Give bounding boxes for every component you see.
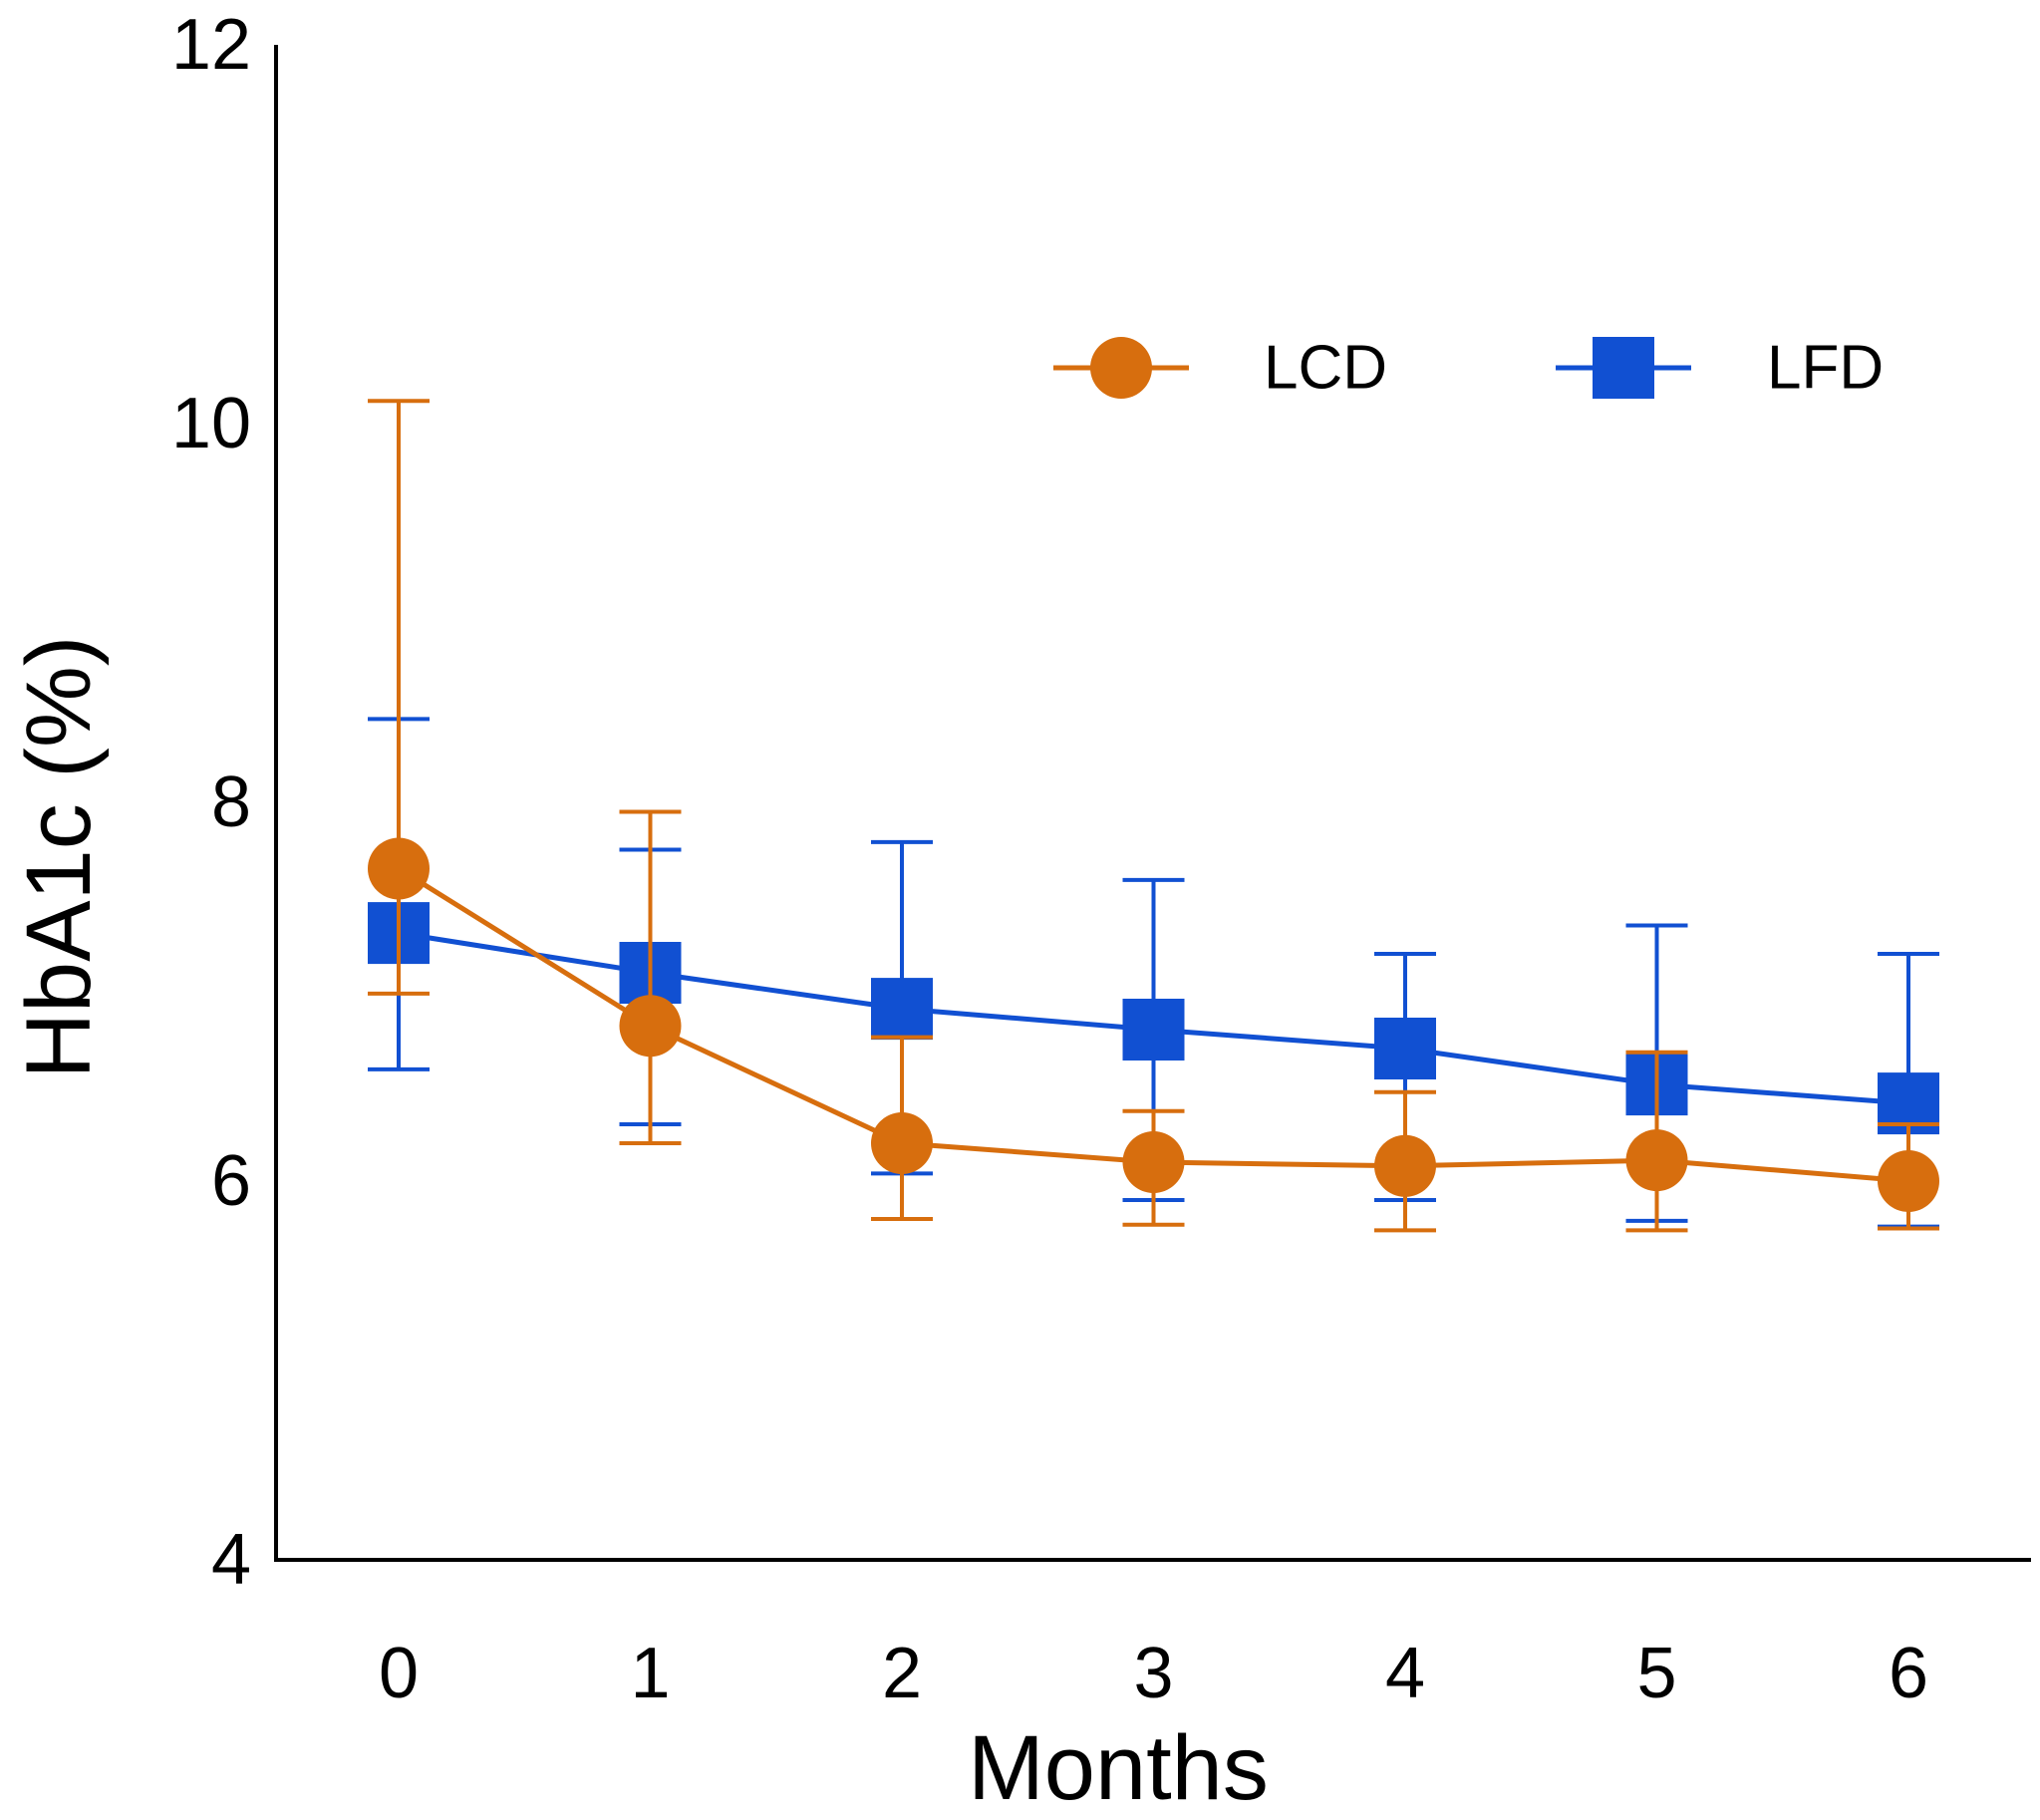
lcd-series	[368, 399, 1939, 1233]
lcd-point	[619, 995, 682, 1058]
lcd-point	[871, 1112, 933, 1174]
lcd-point	[368, 837, 430, 900]
x-tick-label: 1	[630, 1634, 670, 1713]
x-tick-label: 3	[1133, 1634, 1173, 1713]
lcd-point	[1878, 1150, 1939, 1212]
y-axis-title: HbA1c (%)	[8, 636, 110, 1079]
lfd-point	[1374, 1018, 1436, 1079]
series-layer	[368, 399, 1939, 1233]
lcd-error-bar	[619, 809, 682, 1145]
lcd-point	[1374, 1134, 1436, 1197]
legend-item-lcd: LCD	[1053, 334, 1387, 403]
x-tick-label: 5	[1636, 1634, 1676, 1713]
x-tick-label: 6	[1889, 1634, 1928, 1713]
y-tick-label: 4	[211, 1520, 251, 1600]
x-tick-label: 4	[1385, 1634, 1425, 1713]
legend-marker-lcd	[1090, 337, 1152, 399]
x-axis-title: Months	[968, 1717, 1269, 1819]
lfd-point	[1122, 999, 1185, 1061]
legend-item-lfd: LFD	[1556, 334, 1884, 403]
x-tick-label: 0	[379, 1634, 419, 1713]
legend-label-lfd: LFD	[1767, 334, 1884, 403]
y-tick-label: 12	[171, 5, 251, 85]
x-tick-label: 2	[882, 1634, 922, 1713]
x-tick-labels: 0 1 2 3 4 5 6	[379, 1634, 1928, 1713]
lfd-point	[871, 978, 933, 1041]
y-tick-label: 8	[211, 762, 251, 842]
legend-label-lcd: LCD	[1264, 334, 1387, 403]
legend-marker-lfd	[1593, 337, 1654, 399]
y-tick-label: 10	[171, 384, 251, 463]
lcd-point	[1625, 1129, 1688, 1192]
y-tick-label: 6	[211, 1141, 251, 1221]
lcd-point	[1122, 1131, 1185, 1193]
axes	[274, 45, 2031, 1562]
legend: LCD LFD	[1053, 334, 1884, 403]
y-tick-labels: 4 6 8 10 12	[171, 5, 251, 1600]
